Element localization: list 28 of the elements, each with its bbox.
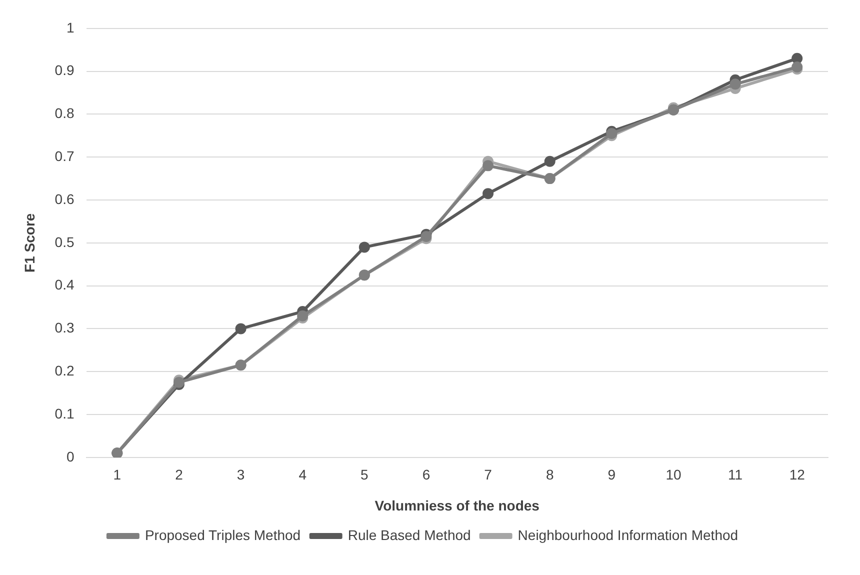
- legend-label: Proposed Triples Method: [144, 526, 301, 543]
- x-tick-label: 3: [236, 466, 245, 483]
- y-tick-label: 0.6: [54, 190, 74, 207]
- x-tick-label: 1: [113, 466, 122, 483]
- y-axis-title: F1 Score: [21, 213, 38, 272]
- y-tick-label: 0.4: [54, 276, 74, 293]
- y-tick-label: 0.3: [54, 320, 74, 336]
- x-tick-label: 8: [546, 466, 554, 483]
- y-tick-label: 0.9: [54, 62, 74, 78]
- x-tick-label: 11: [728, 466, 743, 483]
- y-tick-label: 0.8: [54, 105, 74, 122]
- legend-label: Neighbourhood Information Method: [518, 526, 738, 543]
- x-axis-title: Volumniess of the nodes: [374, 497, 540, 514]
- x-tick-label: 7: [484, 466, 492, 483]
- y-tick-label: 1: [66, 19, 74, 36]
- x-tick-label: 9: [608, 466, 616, 483]
- x-tick-label: 10: [666, 466, 682, 483]
- y-tick-label: 0.1: [54, 405, 74, 422]
- x-tick-label: 2: [175, 466, 184, 483]
- x-tick-label: 5: [360, 466, 369, 483]
- y-tick-label: 0: [66, 448, 74, 464]
- y-tick-label: 0.5: [54, 234, 74, 250]
- y-tick-label: 0.7: [54, 148, 74, 164]
- legend-label: Rule Based Method: [348, 526, 471, 543]
- y-tick-label: 0.2: [54, 362, 74, 378]
- x-tick-label: 4: [298, 466, 307, 483]
- x-tick-label: 12: [789, 466, 806, 483]
- x-tick-label: 6: [422, 466, 430, 483]
